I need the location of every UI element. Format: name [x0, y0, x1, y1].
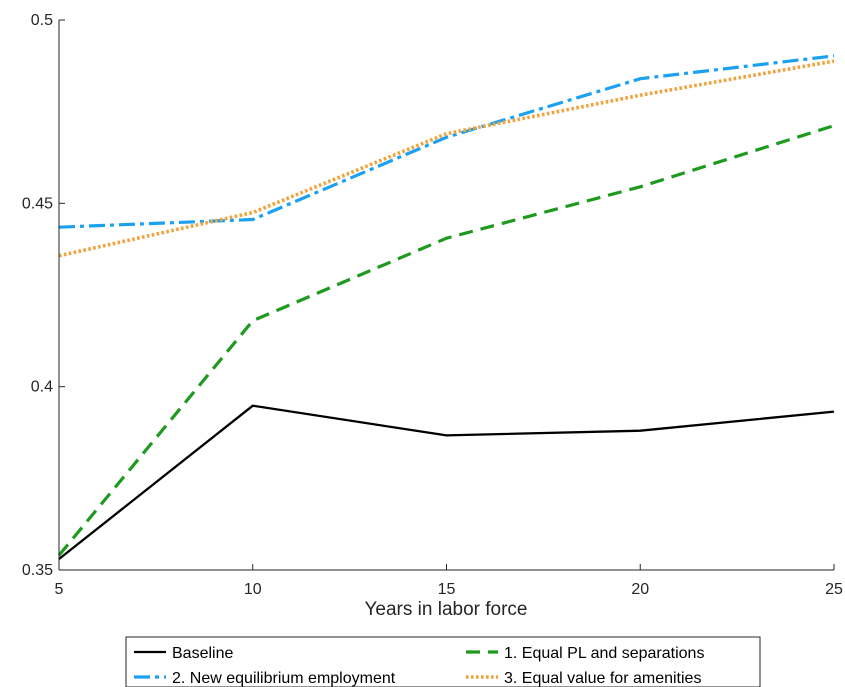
x-tick-label-4: 20 [631, 581, 649, 598]
series-line-3 [58, 54, 835, 229]
legend-box [125, 636, 761, 687]
legend: Baseline 1. Equal PL and separations 2. Ne… [125, 636, 761, 687]
series-line-4 [58, 59, 835, 258]
legend-label-2: 1. Equal PL and separations [504, 645, 704, 662]
legend-label-3: 2. New equilibrium employment [172, 670, 396, 687]
y-tick-label-1: 0.35 [22, 562, 53, 579]
series-line-2 [57, 124, 835, 557]
legend-label-4: 3. Equal value for amenities [504, 670, 701, 687]
ticks-layer: 5 10 15 20 25 0.35 0.4 0.45 0.5 [22, 12, 843, 598]
series-line-1 [58, 404, 835, 560]
x-tick-label-2: 10 [244, 581, 262, 598]
x-axis-title: Years in labor force [364, 599, 527, 620]
legend-items: Baseline 1. Equal PL and separations 2. Ne… [134, 645, 704, 687]
series-layer [57, 54, 835, 560]
y-tick-label-4: 0.5 [31, 12, 53, 29]
y-tick-label-2: 0.4 [31, 379, 53, 396]
x-tick-label-3: 15 [438, 581, 456, 598]
axes-layer [58, 20, 834, 571]
x-tick-label-5: 25 [825, 581, 843, 598]
legend-label-1: Baseline [172, 645, 233, 662]
y-tick-label-3: 0.45 [22, 195, 53, 212]
x-tick-label-1: 5 [55, 581, 64, 598]
